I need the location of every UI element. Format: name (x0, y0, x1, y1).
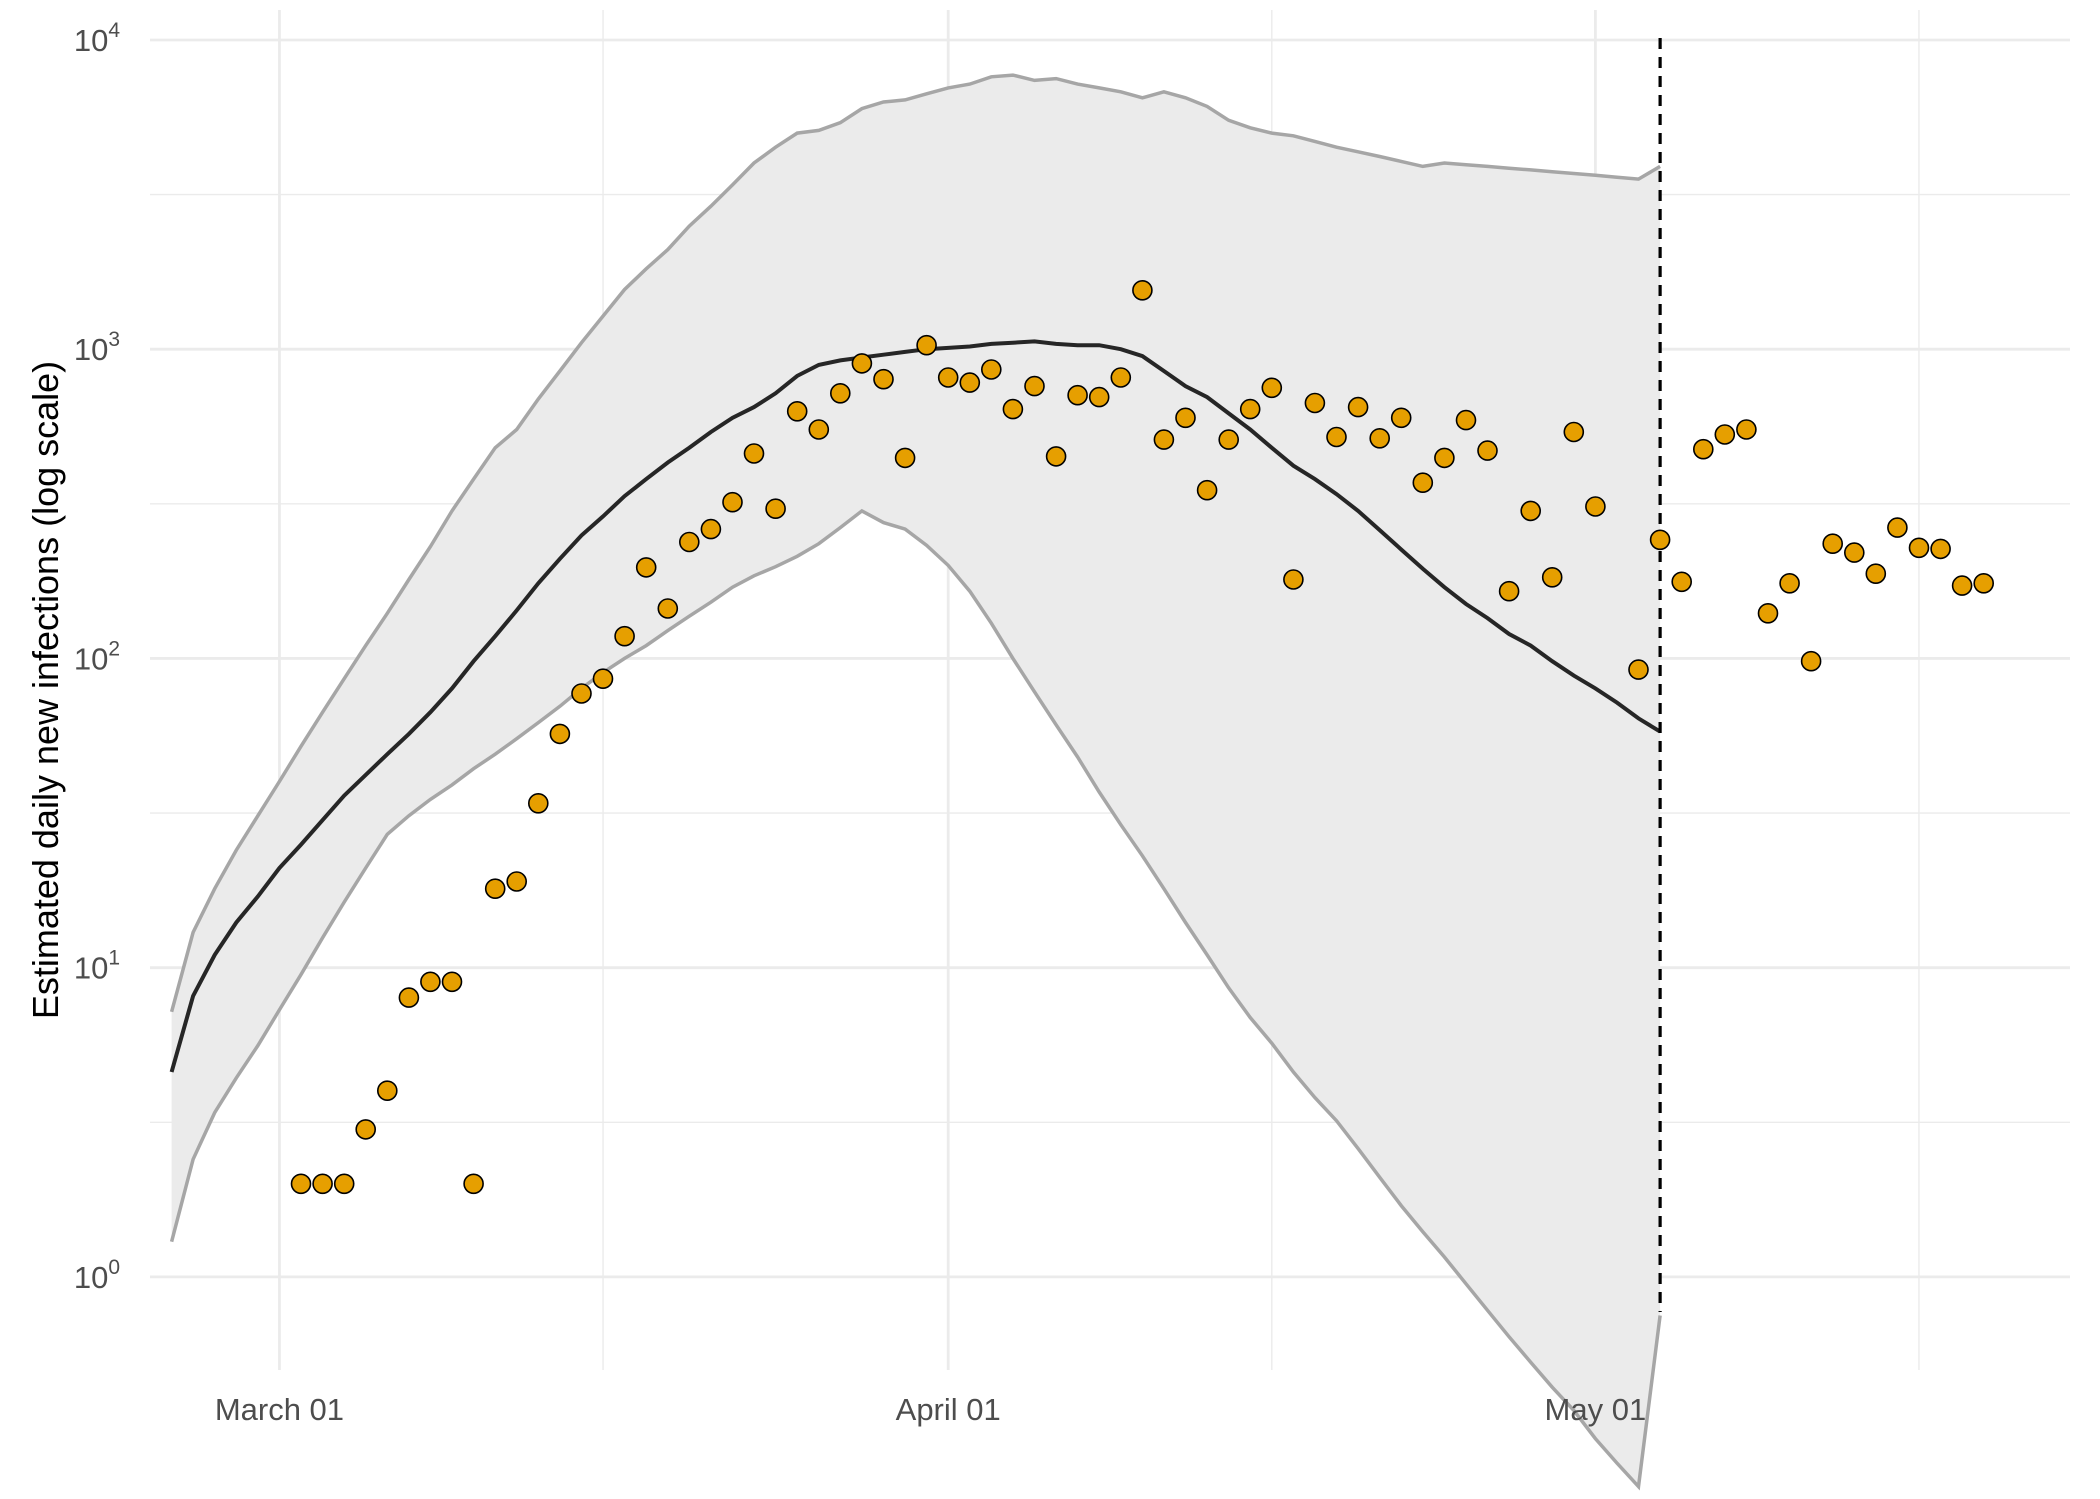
observed-point (1498, 580, 1520, 602)
observed-point (1045, 446, 1067, 467)
observed-point (420, 971, 441, 993)
observed-point (1800, 650, 1822, 672)
observed-point (1541, 566, 1563, 588)
median-estimate-line (169, 339, 1662, 1073)
observed-point (635, 557, 657, 578)
observed-point (1844, 542, 1865, 563)
observed-point (1736, 419, 1757, 440)
observed-point (463, 1173, 484, 1195)
observed-point (571, 683, 592, 704)
observed-point (808, 419, 830, 440)
observed-point (1585, 496, 1606, 517)
observed-point (1865, 563, 1887, 585)
y-tick-label: 100 (74, 1256, 120, 1295)
observed-point (592, 668, 614, 690)
y-axis-tick-labels: 100 101 102 103 104 (74, 19, 120, 1295)
observed-point (1779, 572, 1800, 594)
observed-point (851, 353, 873, 374)
x-tick-label: April 01 (896, 1392, 1001, 1427)
observed-point (1196, 479, 1218, 501)
y-axis-title: Estimated daily new infections (log scal… (25, 361, 66, 1019)
observed-point (1477, 440, 1498, 461)
observed-point (1822, 533, 1843, 555)
observed-point (1326, 426, 1347, 448)
observed-point (722, 491, 743, 513)
observed-point (290, 1173, 312, 1195)
observed-point (1002, 398, 1024, 420)
observed-point (657, 598, 679, 619)
observed-point (1973, 572, 1994, 594)
observed-point (1110, 367, 1132, 388)
observed-point (1175, 407, 1196, 429)
observed-point (1218, 429, 1239, 450)
observed-point (980, 359, 1002, 380)
observed-point (484, 878, 506, 900)
observed-point (355, 1119, 377, 1140)
observed-point (1693, 438, 1714, 460)
x-axis-tick-labels: March 01 April 01 May 01 (215, 1392, 1646, 1427)
observed-point (1067, 384, 1088, 406)
observed-point (829, 382, 851, 404)
band-lower-edge (169, 508, 1662, 1491)
observed-point (1930, 538, 1951, 560)
observed-point (1369, 427, 1390, 449)
observed-points (290, 279, 1994, 1195)
observed-point (700, 518, 722, 540)
observed-point (1390, 407, 1412, 429)
observed-point (1887, 517, 1908, 538)
observed-point (1434, 447, 1455, 469)
observed-point (959, 372, 981, 393)
observed-point (1951, 575, 1973, 596)
observed-point (1563, 421, 1585, 443)
observed-point (312, 1173, 333, 1195)
observed-point (1261, 377, 1283, 399)
y-tick-label: 104 (74, 19, 120, 58)
y-tick-label: 101 (74, 947, 120, 986)
x-tick-label: May 01 (1545, 1392, 1647, 1427)
observed-point (527, 792, 549, 814)
observed-point (1239, 398, 1261, 420)
observed-point (937, 367, 959, 388)
observed-point (765, 498, 786, 520)
observed-point (1088, 386, 1110, 408)
band-upper-edge (169, 73, 1661, 1013)
observed-point (1132, 279, 1153, 301)
observed-point (894, 447, 916, 469)
observed-point (549, 723, 571, 745)
observed-point (376, 1080, 398, 1101)
observed-point (398, 987, 420, 1008)
observed-point (678, 531, 700, 553)
observed-point (1714, 424, 1736, 445)
observed-point (441, 971, 463, 993)
y-tick-label: 103 (74, 328, 120, 367)
observed-point (1520, 500, 1541, 522)
observed-point (743, 443, 765, 464)
observed-point (1283, 569, 1304, 590)
observed-point (1908, 537, 1930, 559)
observed-point (1024, 375, 1045, 397)
y-tick-label: 102 (74, 637, 120, 676)
x-tick-label: March 01 (215, 1392, 344, 1427)
observed-point (1304, 392, 1326, 414)
observed-point (916, 334, 937, 356)
observed-point (1628, 659, 1649, 680)
observed-point (1671, 571, 1692, 593)
observed-point (1347, 396, 1369, 418)
observed-point (1455, 409, 1477, 431)
observed-point (873, 368, 894, 390)
observed-point (333, 1173, 355, 1195)
observed-point (614, 625, 635, 647)
observed-point (1153, 429, 1175, 450)
observed-point (1412, 472, 1434, 494)
observed-point (1649, 529, 1671, 551)
observed-point (786, 400, 808, 422)
observed-point (506, 871, 528, 892)
observed-point (1757, 602, 1779, 624)
uncertainty-band (171, 75, 1661, 1487)
